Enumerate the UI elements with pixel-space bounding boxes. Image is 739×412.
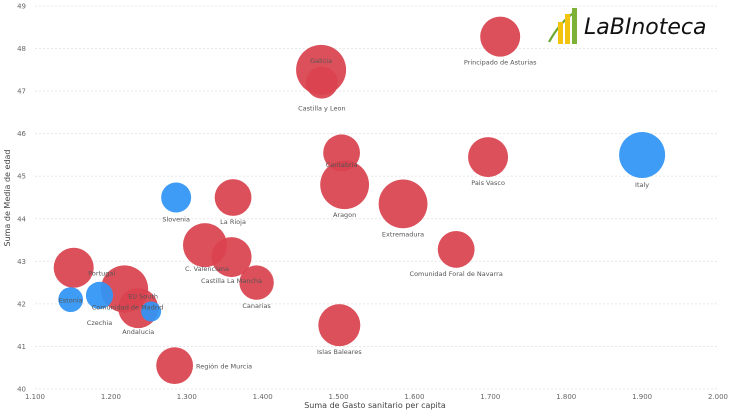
label-andalucia: Andalucia xyxy=(122,328,154,336)
bubble-cantabria[interactable] xyxy=(323,134,360,172)
y-tick-label: 45 xyxy=(17,173,26,181)
x-tick-label: 1.300 xyxy=(177,393,197,401)
y-axis-title: Suma de Media de edad xyxy=(3,149,12,246)
label-italy: Italy xyxy=(635,181,649,189)
y-tick-label: 46 xyxy=(17,130,26,138)
y-tick-label: 48 xyxy=(17,45,26,53)
label-comunidad-foral-de-navarra: Comunidad Foral de Navarra xyxy=(410,270,503,278)
x-tick-label: 1.200 xyxy=(101,393,121,401)
y-tick-label: 40 xyxy=(17,386,26,394)
bubble-la-rioja[interactable] xyxy=(214,179,252,216)
bubble-eu-south[interactable] xyxy=(141,301,162,322)
label-cantabria: Cantabria xyxy=(326,161,358,169)
x-tick-label: 1.100 xyxy=(25,393,45,401)
x-tick-label: 2.000 xyxy=(708,393,728,401)
label-principado-de-asturias: Principado de Asturias xyxy=(464,59,537,67)
y-tick-label: 49 xyxy=(17,3,26,11)
logo-bar-3 xyxy=(572,8,577,44)
labinoteca-logo: LaBInoteca xyxy=(548,8,706,44)
label-estonia: Estonia xyxy=(59,297,83,305)
label-slovenia: Slovenia xyxy=(162,216,190,224)
bubble-region-de-murcia[interactable] xyxy=(156,347,194,384)
bubbles xyxy=(53,16,666,384)
x-tick-label: 1.700 xyxy=(480,393,500,401)
x-tick-label: 1.600 xyxy=(404,393,424,401)
label-portugal: Portugal xyxy=(88,270,115,278)
label-pais-vasco: Pais Vasco xyxy=(471,179,505,187)
label-galicia: Galicia xyxy=(310,57,332,65)
y-tick-label: 43 xyxy=(17,258,26,266)
bubble-islas-baleares[interactable] xyxy=(318,304,361,347)
label-la-rioja: La Rioja xyxy=(220,218,246,226)
bubble-slovenia[interactable] xyxy=(161,182,192,213)
label-c-valenciana: C. Valenciana xyxy=(185,265,229,273)
label-czechia: Czechia xyxy=(87,319,112,327)
label-canarias: Canarias xyxy=(242,302,271,310)
bubble-castilla-y-leon[interactable] xyxy=(305,66,338,99)
y-tick-label: 47 xyxy=(17,88,26,96)
bubble-aragon[interactable] xyxy=(320,160,370,210)
logo-text: LaBInoteca xyxy=(584,15,706,40)
bubble-estonia[interactable] xyxy=(58,287,84,313)
logo-bar-2 xyxy=(565,14,570,44)
x-tick-label: 1.800 xyxy=(556,393,576,401)
bubble-comunidad-foral-de-navarra[interactable] xyxy=(437,231,475,268)
y-axis-ticks: 40 41 42 43 44 45 46 47 48 49 xyxy=(17,3,26,394)
logo-bar-1 xyxy=(558,22,563,44)
bubble-italy[interactable] xyxy=(619,131,666,178)
bubble-castilla-la-mancha[interactable] xyxy=(211,237,252,278)
label-comunidad-de-madrid: Comunidad de Madrid xyxy=(92,304,164,312)
bubble-canarias[interactable] xyxy=(239,265,274,300)
label-castilla-la-mancha: Castilla La Mancha xyxy=(201,277,262,285)
bubble-pais-vasco[interactable] xyxy=(468,137,509,178)
bubble-extremadura[interactable] xyxy=(378,179,428,229)
label-eu-south: EU South xyxy=(128,293,158,301)
label-aragon: Aragon xyxy=(333,211,356,219)
point-labels: Galicia Castilla y Leon Principado de Astu… xyxy=(59,57,650,371)
x-tick-label: 1.400 xyxy=(253,393,273,401)
x-tick-label: 1.500 xyxy=(329,393,349,401)
bubble-principado-de-asturias[interactable] xyxy=(480,16,521,57)
y-tick-label: 42 xyxy=(17,300,26,308)
label-region-de-murcia: Región de Murcia xyxy=(196,363,252,371)
x-axis-title: Suma de Gasto sanitario per capita xyxy=(304,401,446,410)
y-tick-label: 44 xyxy=(17,215,26,223)
x-axis-ticks: 1.100 1.200 1.300 1.400 1.500 1.600 1.700 1.800… xyxy=(25,393,728,401)
label-extremadura: Extremadura xyxy=(382,230,424,238)
x-tick-label: 1.900 xyxy=(632,393,652,401)
bubble-czechia[interactable] xyxy=(85,281,114,309)
y-tick-label: 41 xyxy=(17,343,26,351)
label-castilla-y-leon: Castilla y Leon xyxy=(298,105,345,113)
bubble-portugal[interactable] xyxy=(53,247,94,288)
label-islas-baleares: Islas Baleares xyxy=(317,348,362,356)
